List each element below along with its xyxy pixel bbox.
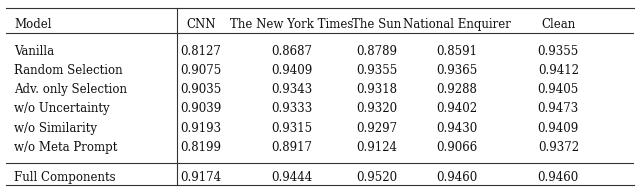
Text: 0.9343: 0.9343 (271, 83, 312, 96)
Text: 0.9460: 0.9460 (436, 171, 477, 184)
Text: 0.9473: 0.9473 (538, 102, 579, 115)
Text: 0.9174: 0.9174 (180, 171, 221, 184)
Text: 0.9402: 0.9402 (436, 102, 477, 115)
Text: Clean: Clean (541, 18, 575, 31)
Text: 0.9320: 0.9320 (356, 102, 397, 115)
Text: 0.9460: 0.9460 (538, 171, 579, 184)
Text: 0.8789: 0.8789 (356, 45, 397, 58)
Text: 0.9430: 0.9430 (436, 122, 477, 135)
Text: 0.8591: 0.8591 (436, 45, 477, 58)
Text: 0.8917: 0.8917 (271, 141, 312, 154)
Text: The New York Times: The New York Times (230, 18, 353, 31)
Text: 0.9412: 0.9412 (538, 64, 579, 77)
Text: 0.9444: 0.9444 (271, 171, 312, 184)
Text: 0.9333: 0.9333 (271, 102, 312, 115)
Text: The Sun: The Sun (352, 18, 401, 31)
Text: 0.8127: 0.8127 (180, 45, 221, 58)
Text: Random Selection: Random Selection (14, 64, 122, 77)
Text: National Enquirer: National Enquirer (403, 18, 511, 31)
Text: 0.9066: 0.9066 (436, 141, 477, 154)
Text: Adv. only Selection: Adv. only Selection (14, 83, 127, 96)
Text: 0.9288: 0.9288 (436, 83, 477, 96)
Text: 0.9315: 0.9315 (271, 122, 312, 135)
Text: w/o Meta Prompt: w/o Meta Prompt (14, 141, 117, 154)
Text: Model: Model (14, 18, 51, 31)
Text: CNN: CNN (186, 18, 216, 31)
Text: 0.9405: 0.9405 (538, 83, 579, 96)
Text: 0.9039: 0.9039 (180, 102, 221, 115)
Text: w/o Uncertainty: w/o Uncertainty (14, 102, 109, 115)
Text: 0.9355: 0.9355 (356, 64, 397, 77)
Text: 0.9409: 0.9409 (538, 122, 579, 135)
Text: 0.9520: 0.9520 (356, 171, 397, 184)
Text: 0.9193: 0.9193 (180, 122, 221, 135)
Text: Full Components: Full Components (14, 171, 116, 184)
Text: 0.9355: 0.9355 (538, 45, 579, 58)
Text: 0.9124: 0.9124 (356, 141, 397, 154)
Text: 0.9409: 0.9409 (271, 64, 312, 77)
Text: 0.9372: 0.9372 (538, 141, 579, 154)
Text: 0.9365: 0.9365 (436, 64, 477, 77)
Text: Vanilla: Vanilla (14, 45, 54, 58)
Text: 0.9075: 0.9075 (180, 64, 221, 77)
Text: 0.9297: 0.9297 (356, 122, 397, 135)
Text: 0.8687: 0.8687 (271, 45, 312, 58)
Text: 0.9035: 0.9035 (180, 83, 221, 96)
Text: w/o Similarity: w/o Similarity (14, 122, 97, 135)
Text: 0.8199: 0.8199 (180, 141, 221, 154)
Text: 0.9318: 0.9318 (356, 83, 397, 96)
